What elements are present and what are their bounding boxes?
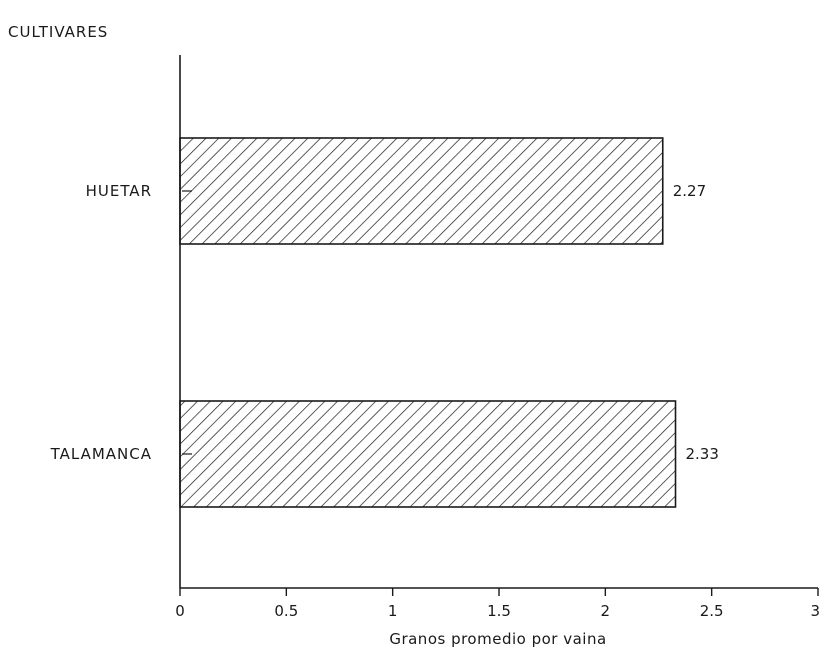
- bar-huetar: [179, 137, 664, 245]
- category-label-talamanca: TALAMANCA: [50, 445, 152, 463]
- value-label-huetar: 2.27: [673, 182, 706, 200]
- x-tick-label-3: 1.5: [487, 602, 511, 620]
- x-tick-label-6: 3: [810, 602, 820, 620]
- x-tick-label-1: 0.5: [274, 602, 298, 620]
- x-axis-ticks: 0 0.5 1 1.5 2 2.5 3: [175, 588, 820, 620]
- x-tick-label-4: 2: [601, 602, 611, 620]
- x-tick-label-5: 2.5: [700, 602, 724, 620]
- value-label-talamanca: 2.33: [686, 445, 719, 463]
- x-tick-label-2: 1: [388, 602, 398, 620]
- category-labels: HUETAR TALAMANCA: [50, 182, 152, 463]
- bars-group: [179, 137, 677, 508]
- x-axis-title: Granos promedio por vaina: [389, 630, 606, 648]
- bar-talamanca: [179, 400, 677, 508]
- x-tick-label-0: 0: [175, 602, 185, 620]
- y-axis-title: CULTIVARES: [8, 23, 108, 41]
- category-label-huetar: HUETAR: [86, 182, 152, 200]
- value-labels: 2.27 2.33: [673, 182, 719, 463]
